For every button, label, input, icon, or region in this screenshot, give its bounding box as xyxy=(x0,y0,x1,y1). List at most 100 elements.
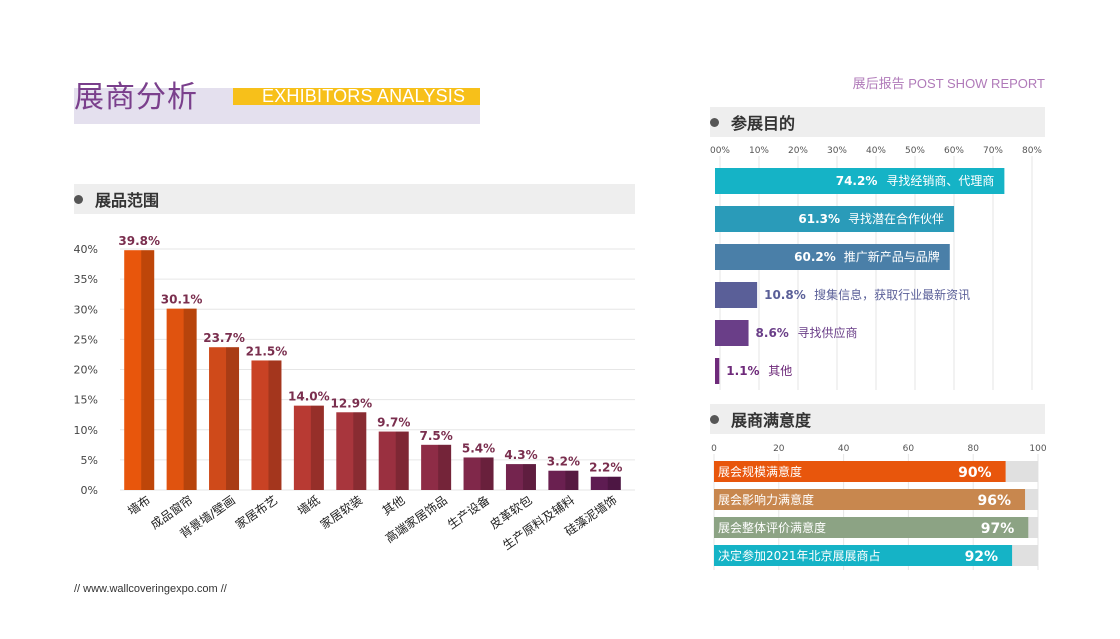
products-bar-chart: 0%5%10%15%20%25%30%35%40%39.8%墙布30.1%成品窗… xyxy=(74,234,635,553)
x-tick-label: 60% xyxy=(944,146,964,156)
y-tick-label: 35% xyxy=(74,273,98,286)
bar-shade xyxy=(183,308,197,490)
bar xyxy=(715,244,950,270)
x-tick-label: 60 xyxy=(903,444,915,454)
data-label: 61.3% xyxy=(798,212,840,226)
y-tick-label: 15% xyxy=(74,394,98,407)
section-title-satisfaction: 展商满意度 xyxy=(731,411,812,430)
x-tick-label: 20 xyxy=(773,444,785,454)
bar xyxy=(714,517,1029,538)
section-title-purpose: 参展目的 xyxy=(731,114,796,133)
bar xyxy=(209,347,240,490)
data-label: 39.8% xyxy=(118,234,160,248)
bar xyxy=(378,431,409,490)
data-label: 12.9% xyxy=(330,396,372,410)
y-tick-label: 20% xyxy=(74,364,98,377)
data-label: 74.2% xyxy=(836,174,878,188)
bar xyxy=(715,168,1005,194)
bullet-icon xyxy=(74,194,83,204)
bar-shade xyxy=(565,470,579,490)
bar xyxy=(714,545,1013,566)
bar xyxy=(714,489,1026,510)
x-tick-label: 100 xyxy=(1029,444,1046,454)
section-head-satisfaction: 展商满意度 xyxy=(710,404,1045,434)
data-label: 4.3% xyxy=(504,448,537,462)
data-label: 8.6% xyxy=(756,326,789,340)
bar-shade xyxy=(226,347,240,490)
data-label: 9.7% xyxy=(377,416,410,430)
bar-category-label: 展会整体评价满意度 xyxy=(718,520,826,535)
bar-shade xyxy=(438,444,452,490)
satisfaction-bar-chart: 0 20 40 60 80 100 展会规模满意度 90% 展会影响力满意度 96% 展会整体评价满… xyxy=(711,444,1047,570)
data-label: 5.4% xyxy=(462,441,495,455)
bar-category-label: 推广新产品与品牌 xyxy=(844,249,940,264)
data-label: 60.2% xyxy=(794,250,836,264)
bar xyxy=(548,470,579,490)
bar xyxy=(715,282,758,308)
bar-category-label: 展会规模满意度 xyxy=(718,464,802,479)
x-tick-label: 生产设备 xyxy=(445,493,492,532)
bar xyxy=(166,308,197,490)
data-label: 3.2% xyxy=(547,455,580,469)
x-tick-label: 墙纸 xyxy=(295,493,323,518)
data-label: 97% xyxy=(981,521,1015,537)
data-label: 21.5% xyxy=(246,344,288,358)
data-label: 23.7% xyxy=(203,331,245,345)
bar-shade xyxy=(268,360,282,490)
bar-shade xyxy=(310,405,324,490)
page-title-en: EXHIBITORS ANALYSIS xyxy=(262,86,466,106)
bar-category-label: 寻找供应商 xyxy=(798,325,858,340)
data-label: 96% xyxy=(978,493,1012,509)
bar-shade xyxy=(353,412,367,490)
title-en-highlight xyxy=(233,88,480,105)
data-label: 92% xyxy=(965,549,999,565)
x-tick-label: 20% xyxy=(788,146,808,156)
bar xyxy=(714,461,1006,482)
y-tick-label: 5% xyxy=(81,454,98,467)
purpose-bar-chart: 00% 10% 20% 30% 40% 50% 60% 70% 80% 74.2% 寻找经销商、代理… xyxy=(710,146,1042,390)
bar xyxy=(715,358,720,384)
bar-category-label: 展会影响力满意度 xyxy=(718,492,814,507)
page-title: 展商分析 xyxy=(74,80,198,115)
bullet-icon xyxy=(710,414,719,424)
x-tick-label: 墙布 xyxy=(125,493,153,518)
bar xyxy=(251,360,282,490)
bar-category-label: 决定参加2021年北京展展商占 xyxy=(718,548,881,563)
x-tick-label: 其他 xyxy=(380,493,408,518)
bar xyxy=(463,457,494,490)
x-tick-label: 0 xyxy=(711,444,717,454)
bar xyxy=(293,405,324,490)
data-label: 90% xyxy=(958,465,992,481)
y-tick-label: 40% xyxy=(74,243,98,256)
x-tick-label: 40 xyxy=(838,444,850,454)
data-label: 30.1% xyxy=(161,293,203,307)
section-head-purpose: 参展目的 xyxy=(710,107,1045,137)
data-label: 2.2% xyxy=(589,461,622,475)
x-tick-label: 80 xyxy=(967,444,979,454)
bar xyxy=(715,206,955,232)
bar-category-label: 其他 xyxy=(768,364,792,378)
x-tick-label: 30% xyxy=(827,146,847,156)
bar xyxy=(590,476,621,490)
y-tick-label: 0% xyxy=(81,484,98,497)
bar-category-label: 寻找经销商、代理商 xyxy=(886,173,994,188)
bar-shade xyxy=(607,476,621,490)
bar-shade xyxy=(522,464,536,490)
bar-category-label: 搜集信息，获取行业最新资讯 xyxy=(814,287,970,302)
bar-category-label: 寻找潜在合作伙伴 xyxy=(848,211,944,226)
footer-url: // www.wallcoveringexpo.com // xyxy=(74,583,227,595)
bar-shade xyxy=(395,431,409,490)
x-tick-label: 00% xyxy=(710,146,730,156)
bar xyxy=(715,320,749,346)
bullet-icon xyxy=(710,117,719,127)
bar xyxy=(336,412,367,490)
section-head-products: 展品范围 xyxy=(74,184,635,214)
data-label: 1.1% xyxy=(726,364,759,378)
x-tick-label: 70% xyxy=(983,146,1003,156)
data-label: 7.5% xyxy=(419,429,452,443)
bar xyxy=(505,464,536,490)
data-label: 10.8% xyxy=(764,288,806,302)
x-tick-label: 10% xyxy=(749,146,769,156)
x-tick-label: 家居软装 xyxy=(317,492,365,532)
bar xyxy=(421,444,452,490)
